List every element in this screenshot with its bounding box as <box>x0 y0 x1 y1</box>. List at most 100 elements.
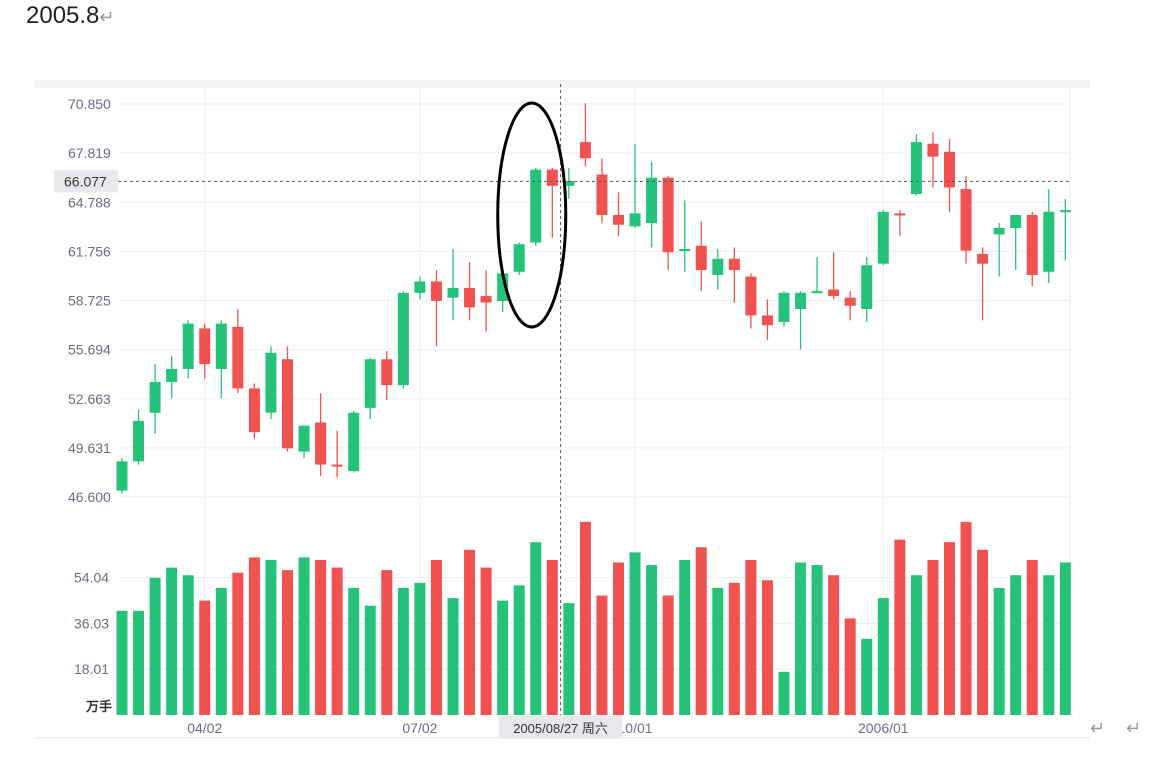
candle-body <box>215 323 227 369</box>
volume-tick-label: 18.01 <box>74 661 109 677</box>
volume-bar <box>579 521 591 715</box>
candle-body <box>149 381 161 413</box>
volume-layer <box>116 521 1071 715</box>
candle <box>447 249 459 321</box>
volume-bar <box>397 587 409 715</box>
candle <box>232 309 244 394</box>
candle-body <box>646 177 658 224</box>
candle-body <box>579 142 591 159</box>
candle <box>546 168 558 238</box>
volume-bar <box>944 542 955 715</box>
candle <box>679 200 691 272</box>
candle-body <box>464 287 476 308</box>
annotation-ellipse <box>496 101 568 329</box>
volume-bar <box>315 559 327 715</box>
candle-body <box>166 368 178 382</box>
volume-bar <box>331 567 343 715</box>
candle <box>282 346 293 452</box>
volume-bar <box>364 605 376 715</box>
x-tick-label: 2006/01 <box>858 720 909 736</box>
volume-bar <box>133 610 145 715</box>
candle <box>993 223 1005 277</box>
candle-body <box>761 315 773 326</box>
candle-body <box>910 142 922 194</box>
volume-bar <box>795 562 807 715</box>
candle-body <box>662 177 674 253</box>
volume-bar <box>828 575 840 715</box>
candle <box>348 411 360 473</box>
volume-bar <box>199 600 211 715</box>
candle-body <box>133 420 145 462</box>
candle-body <box>397 292 409 386</box>
volume-bar <box>861 638 873 715</box>
candle-body <box>232 326 244 389</box>
volume-bar <box>1059 562 1071 715</box>
candle <box>166 356 178 399</box>
candle <box>662 176 674 271</box>
candle-body <box>298 425 310 452</box>
candle-body <box>1043 211 1055 272</box>
candle-body <box>828 289 840 297</box>
candle <box>646 161 658 248</box>
candle-body <box>497 273 509 301</box>
volume-bar <box>282 570 293 715</box>
volume-bar <box>679 559 691 715</box>
candle-body <box>679 249 691 252</box>
candle-body <box>480 296 492 303</box>
candle <box>530 168 542 246</box>
candle <box>828 252 840 300</box>
candle-body <box>199 328 211 365</box>
candle <box>596 158 608 224</box>
candle-body <box>265 352 277 413</box>
trailing-paragraph-marks: ↵ ↵ <box>1090 718 1150 738</box>
candle <box>613 192 624 237</box>
candle-body <box>282 359 293 449</box>
volume-bar <box>464 549 476 715</box>
document-title: 2005.8↵ <box>26 2 115 30</box>
candle <box>844 291 856 321</box>
volume-bar <box>265 559 277 715</box>
candle <box>778 291 790 327</box>
candle-body <box>315 422 327 465</box>
candle <box>944 138 955 212</box>
candle <box>480 270 492 332</box>
candle <box>430 270 442 347</box>
candle-body <box>728 258 740 271</box>
candle-body <box>960 189 972 251</box>
candle <box>579 103 591 167</box>
candle-body <box>364 359 376 408</box>
volume-bar <box>447 598 459 715</box>
candle-body <box>844 297 856 306</box>
candle-body <box>546 169 558 186</box>
volume-bar <box>546 559 558 715</box>
volume-tick-label: 36.03 <box>74 615 109 631</box>
volume-bar <box>1026 559 1038 715</box>
volume-bar <box>993 587 1005 715</box>
price-tick-label: 67.819 <box>68 145 111 161</box>
volume-bar <box>149 577 161 715</box>
price-tick-label: 70.850 <box>68 96 111 112</box>
candle <box>133 409 145 465</box>
candle-body <box>993 227 1005 235</box>
volume-bar <box>695 547 707 715</box>
candle <box>397 291 409 389</box>
volume-bar <box>910 575 922 715</box>
volume-bar <box>1043 575 1055 715</box>
candle-body <box>712 258 724 275</box>
candle <box>728 247 740 303</box>
volume-bar <box>513 585 525 715</box>
x-tick-label: 07/02 <box>402 720 437 736</box>
candle <box>248 383 260 439</box>
volume-bar <box>248 557 260 715</box>
candle <box>960 176 972 264</box>
candle-body <box>613 215 624 225</box>
volume-bar <box>1010 575 1022 715</box>
volume-bar <box>712 587 724 715</box>
candle <box>331 430 343 478</box>
candle <box>927 132 939 188</box>
candle-body <box>861 265 873 310</box>
candle <box>414 276 426 300</box>
candle-body <box>877 211 889 264</box>
chart-top-band <box>34 80 1090 88</box>
volume-bar <box>745 559 757 715</box>
